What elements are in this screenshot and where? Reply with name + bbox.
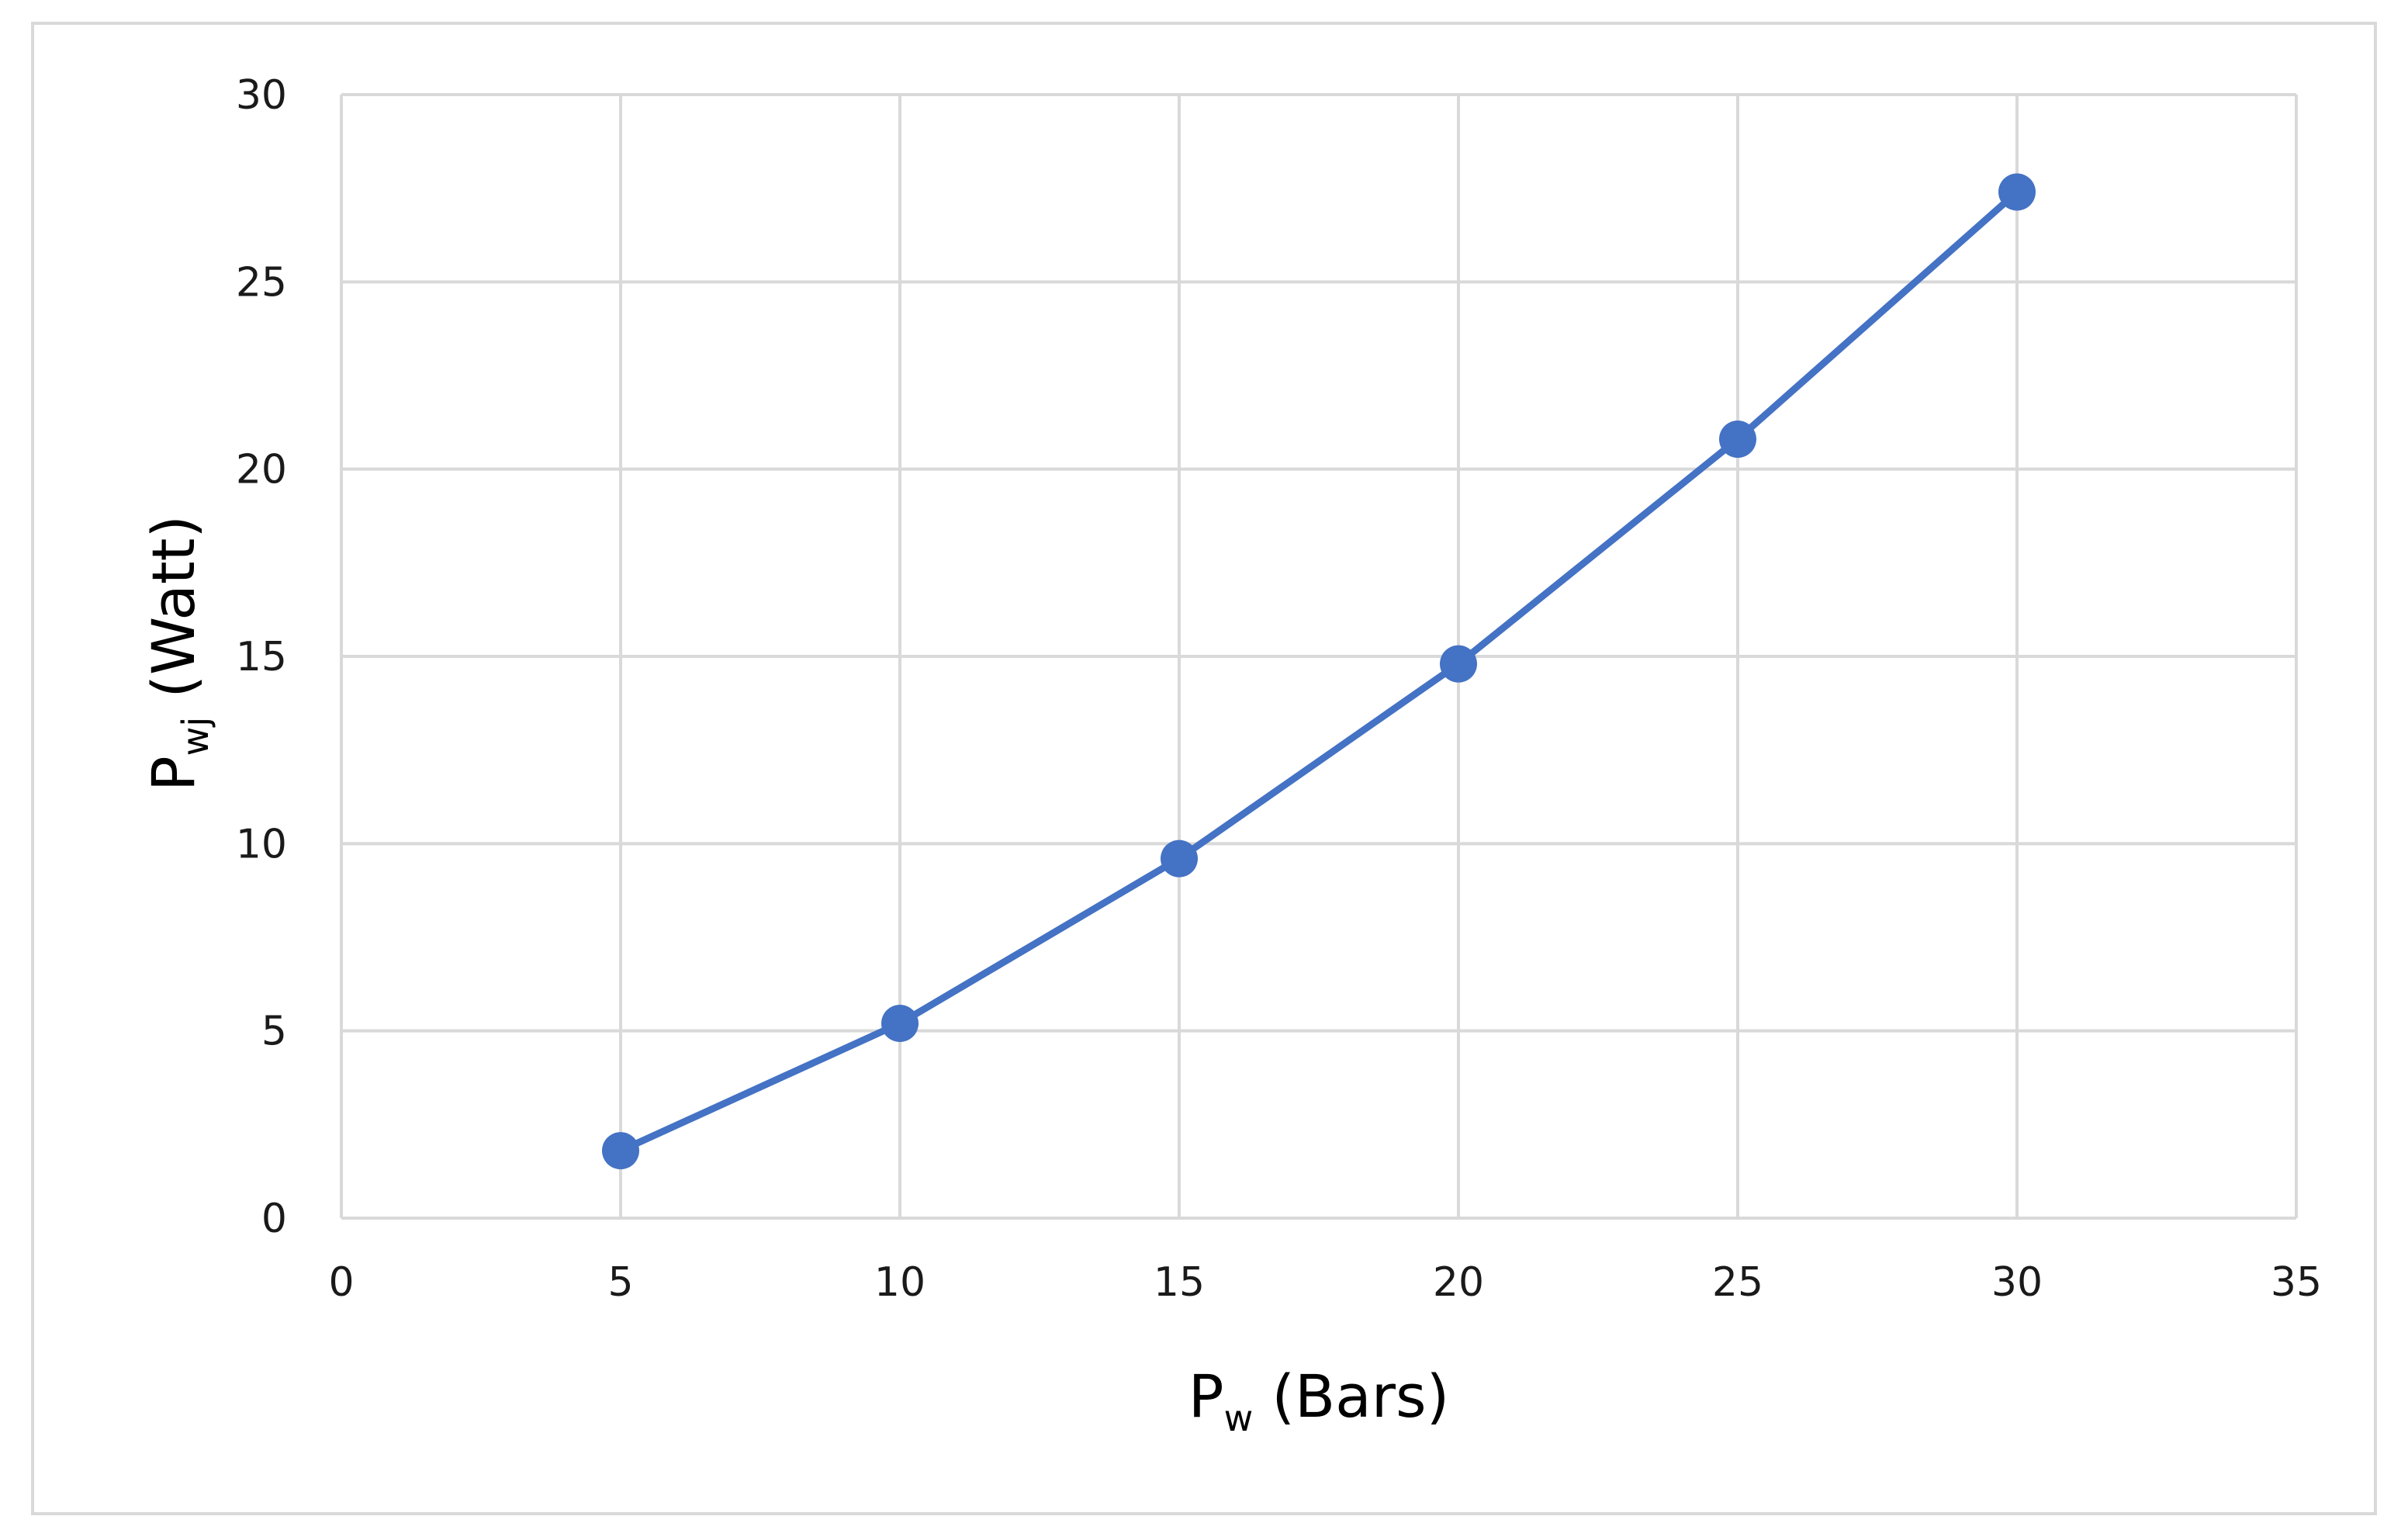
y-tick-label: 0 [261, 1196, 287, 1242]
x-tick-label: 30 [1991, 1259, 2043, 1306]
x-tick-label: 10 [874, 1259, 925, 1306]
data-point [1161, 839, 1198, 878]
y-tick-label: 25 [236, 259, 287, 306]
x-axis-title-suffix: (Bars) [1253, 1362, 1449, 1431]
y-axis-title: Pwj (Watt) [139, 515, 216, 791]
y-tick-label: 5 [261, 1009, 287, 1055]
x-tick-label: 25 [1712, 1259, 1763, 1306]
x-axis-title-main: P [1188, 1362, 1224, 1431]
y-tick-label: 15 [236, 634, 287, 680]
y-axis-title-suffix: (Watt) [139, 515, 208, 717]
series-line [617, 188, 2021, 1154]
y-tick-label: 10 [236, 821, 287, 867]
series [602, 173, 2036, 1170]
chart-frame [31, 22, 2377, 1515]
data-point [1440, 645, 1477, 683]
x-tick-label: 20 [1433, 1259, 1484, 1306]
x-tick-label: 0 [328, 1259, 354, 1306]
x-tick-label: 5 [607, 1259, 633, 1306]
x-axis-title-sub: w [1224, 1397, 1254, 1439]
tick-labels: 0 5 10 15 20 25 30 35 0 5 10 15 20 25 30 [236, 72, 2322, 1306]
y-tick-label: 30 [236, 72, 287, 119]
data-point [602, 1132, 639, 1170]
grid [340, 93, 2298, 1220]
x-tick-label: 35 [2271, 1259, 2322, 1306]
y-axis-title-sub: wj [175, 717, 216, 756]
data-point [1719, 421, 1756, 459]
y-tick-label: 20 [236, 447, 287, 493]
x-tick-label: 15 [1154, 1259, 1205, 1306]
data-point [881, 1005, 919, 1043]
x-axis-title: Pw (Bars) [1188, 1362, 1449, 1439]
data-point [1998, 173, 2036, 211]
y-axis-title-main: P [139, 756, 208, 791]
